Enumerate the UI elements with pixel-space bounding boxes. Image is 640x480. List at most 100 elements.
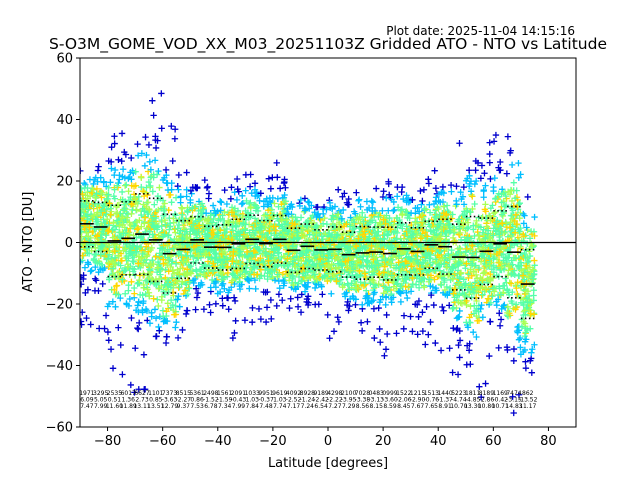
data-point	[80, 318, 85, 325]
data-point	[140, 351, 148, 358]
data-point	[107, 158, 115, 166]
data-point	[141, 238, 148, 245]
data-point	[177, 227, 184, 234]
data-point	[146, 320, 154, 327]
data-point	[111, 133, 118, 140]
data-point	[97, 189, 105, 196]
data-point	[175, 284, 182, 292]
data-point	[177, 193, 184, 200]
data-point	[139, 291, 146, 299]
data-point	[84, 195, 92, 202]
data-point	[144, 191, 151, 199]
data-point	[145, 289, 153, 296]
data-point	[183, 186, 190, 193]
data-point	[189, 221, 197, 229]
data-point	[111, 286, 118, 294]
data-point	[158, 90, 165, 97]
data-point	[150, 223, 158, 230]
data-point	[152, 253, 159, 261]
data-point	[201, 271, 208, 279]
data-point	[94, 167, 102, 174]
data-point	[105, 227, 112, 235]
data-point	[174, 334, 182, 342]
data-point	[207, 212, 214, 219]
data-point	[172, 311, 180, 318]
data-point	[111, 247, 118, 255]
data-point	[209, 202, 217, 209]
data-point	[144, 251, 151, 259]
data-point	[111, 166, 119, 174]
data-point	[84, 259, 91, 266]
data-point	[217, 199, 225, 206]
data-point	[192, 285, 200, 292]
data-point	[97, 251, 105, 258]
data-point	[81, 264, 89, 271]
data-point	[109, 234, 117, 241]
data-point	[216, 238, 224, 245]
data-point	[119, 215, 127, 222]
data-point	[206, 301, 213, 308]
data-point	[138, 211, 145, 219]
data-point	[154, 264, 162, 271]
data-point	[104, 195, 111, 203]
data-point	[132, 194, 139, 202]
data-point	[186, 278, 193, 285]
data-point	[184, 219, 191, 227]
data-point	[138, 223, 145, 230]
data-point	[102, 312, 110, 319]
data-point	[107, 205, 114, 212]
data-point	[184, 307, 191, 314]
data-point	[140, 297, 147, 305]
data-point	[112, 261, 119, 269]
data-point	[217, 207, 224, 214]
data-point	[207, 284, 214, 291]
data-point	[133, 243, 141, 250]
data-point	[104, 328, 112, 336]
data-point	[153, 252, 160, 260]
data-point	[136, 276, 143, 284]
data-point	[201, 176, 208, 184]
data-point	[97, 207, 105, 215]
data-point	[182, 310, 190, 318]
data-point	[134, 302, 141, 309]
data-point	[225, 306, 232, 313]
data-point	[219, 212, 226, 219]
data-point	[105, 259, 112, 267]
data-point	[154, 137, 161, 144]
data-point	[124, 263, 132, 271]
data-point	[128, 278, 135, 286]
data-point	[193, 268, 200, 275]
data-point	[148, 309, 155, 316]
data-point	[98, 242, 105, 250]
data-point	[208, 219, 216, 226]
data-point	[199, 203, 206, 210]
data-point	[168, 199, 175, 206]
data-point	[120, 268, 128, 275]
data-point	[103, 232, 110, 239]
data-point	[95, 268, 102, 276]
data-point	[153, 224, 161, 231]
data-point	[135, 325, 142, 333]
data-point	[214, 290, 221, 297]
data-point	[178, 251, 185, 259]
data-point	[143, 151, 150, 159]
data-point	[187, 196, 194, 204]
data-point	[192, 183, 199, 191]
data-point	[109, 298, 117, 305]
data-point	[93, 233, 101, 240]
data-point	[126, 295, 134, 303]
data-point	[164, 232, 172, 239]
data-point	[147, 166, 155, 173]
data-point	[214, 230, 222, 237]
data-point	[202, 263, 210, 270]
data-point	[140, 270, 147, 277]
data-point	[205, 224, 213, 231]
data-point	[128, 154, 135, 162]
data-point	[90, 212, 98, 219]
data-point	[147, 182, 154, 190]
data-point	[156, 327, 163, 334]
data-point	[132, 345, 139, 352]
data-point	[224, 263, 231, 270]
data-point	[183, 234, 190, 241]
